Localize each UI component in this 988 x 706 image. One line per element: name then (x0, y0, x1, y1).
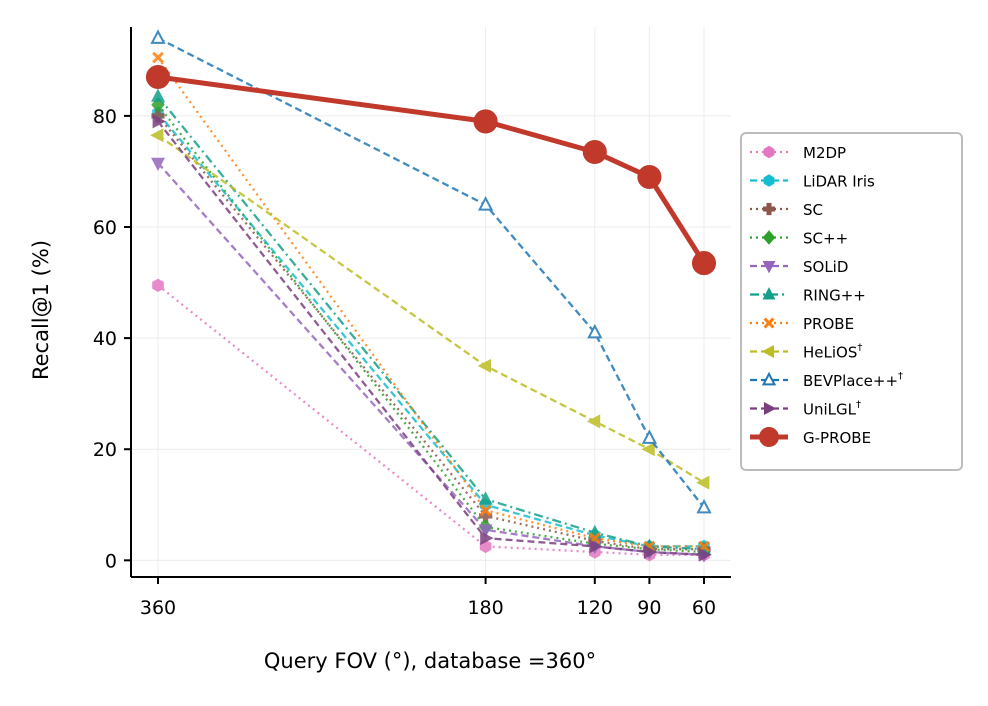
legend-label: SC (803, 201, 823, 219)
series-line (157, 162, 705, 556)
x-axis-title: Query FOV (°), database =360° (264, 649, 596, 673)
axes: 0 20 40 60 80 360 180 120 90 60 (93, 27, 731, 619)
data-point (478, 524, 493, 538)
y-tick-label: 20 (93, 439, 117, 461)
legend-label: UniLGL† (803, 400, 861, 419)
legend-label: SOLiD (803, 258, 848, 276)
data-point (763, 174, 775, 187)
data-point (696, 475, 710, 490)
data-point (763, 402, 777, 415)
x-tick-label: 180 (467, 597, 503, 619)
series-line (157, 37, 705, 509)
data-point (480, 531, 494, 546)
legend-label: BEVPlace++† (803, 371, 903, 390)
series-line (157, 284, 704, 556)
data-point (150, 128, 164, 143)
data-point (641, 429, 658, 444)
legend-item: LiDAR Iris (750, 173, 875, 191)
legend-box (740, 132, 963, 471)
data-point (763, 317, 775, 329)
x-tick-label: 360 (140, 597, 176, 619)
data-point (763, 145, 775, 159)
legend-item: SC++ (750, 230, 848, 248)
x-tick-label: 120 (577, 597, 613, 619)
data-point (479, 504, 492, 517)
data-point (762, 202, 776, 216)
series-m2dp (152, 278, 710, 562)
y-axis-title: Recall@1 (%) (29, 240, 53, 380)
data-point (473, 109, 498, 134)
series-helios (150, 128, 710, 490)
x-tick-label: 60 (692, 597, 716, 619)
y-tick-label: 80 (93, 106, 117, 128)
data-point (641, 442, 655, 457)
data-point (762, 230, 776, 245)
legend-item: SOLiD (750, 258, 848, 276)
y-tick-label: 40 (93, 328, 117, 350)
legend-item: BEVPlace++† (750, 371, 903, 390)
legend-label: M2DP (803, 144, 846, 162)
data-point (761, 371, 777, 386)
data-point (637, 164, 662, 190)
data-point (151, 157, 165, 171)
y-tick-label: 0 (105, 550, 117, 572)
data-point (643, 545, 658, 559)
data-point (478, 491, 493, 505)
data-point (152, 51, 164, 64)
legend-item: UniLGL† (750, 400, 861, 419)
legend-label: G-PROBE (803, 429, 871, 447)
data-point (152, 114, 166, 129)
data-point (477, 196, 494, 211)
series-g-probe (145, 64, 717, 276)
data-point (587, 323, 603, 339)
legend-item: M2DP (750, 144, 846, 162)
data-point (761, 345, 775, 358)
legend-label: HeLiOS† (803, 343, 862, 362)
series-layer (145, 29, 717, 563)
grid (131, 27, 731, 577)
legend-item: RING++ (750, 287, 866, 305)
series-bevplace- (150, 29, 712, 514)
series-line (157, 112, 704, 548)
legend-item: SC (750, 201, 823, 219)
y-tick-label: 60 (93, 217, 117, 239)
legend-label: PROBE (803, 315, 854, 333)
legend: M2DP LiDAR Iris SC SC++ SOLiD RING++ PROBE HeLi… (740, 132, 963, 471)
series-probe (152, 51, 710, 553)
data-point (762, 287, 776, 300)
legend-label: RING++ (803, 287, 866, 305)
data-point (582, 139, 607, 165)
series-line (157, 56, 704, 548)
data-point (477, 358, 491, 373)
legend-item: PROBE (750, 315, 854, 333)
data-point (762, 261, 776, 274)
series-ring- (151, 88, 711, 555)
data-point (145, 64, 171, 90)
data-point (152, 278, 164, 292)
legend-item: G-PROBE (750, 427, 871, 447)
data-point (691, 251, 717, 276)
data-point (150, 29, 166, 44)
series-lidar-iris (152, 106, 710, 554)
data-point (586, 414, 601, 429)
legend-item: HeLiOS† (750, 343, 862, 362)
data-point (759, 427, 779, 447)
series-sc (151, 109, 711, 556)
data-point (589, 539, 603, 554)
data-point (151, 88, 165, 102)
series-unilgl (152, 114, 712, 562)
data-point (698, 547, 712, 562)
series-line (157, 115, 704, 551)
legend-label: SC++ (803, 230, 848, 248)
data-point (696, 498, 712, 514)
legend-label: LiDAR Iris (803, 173, 875, 191)
x-tick-label: 90 (637, 597, 661, 619)
